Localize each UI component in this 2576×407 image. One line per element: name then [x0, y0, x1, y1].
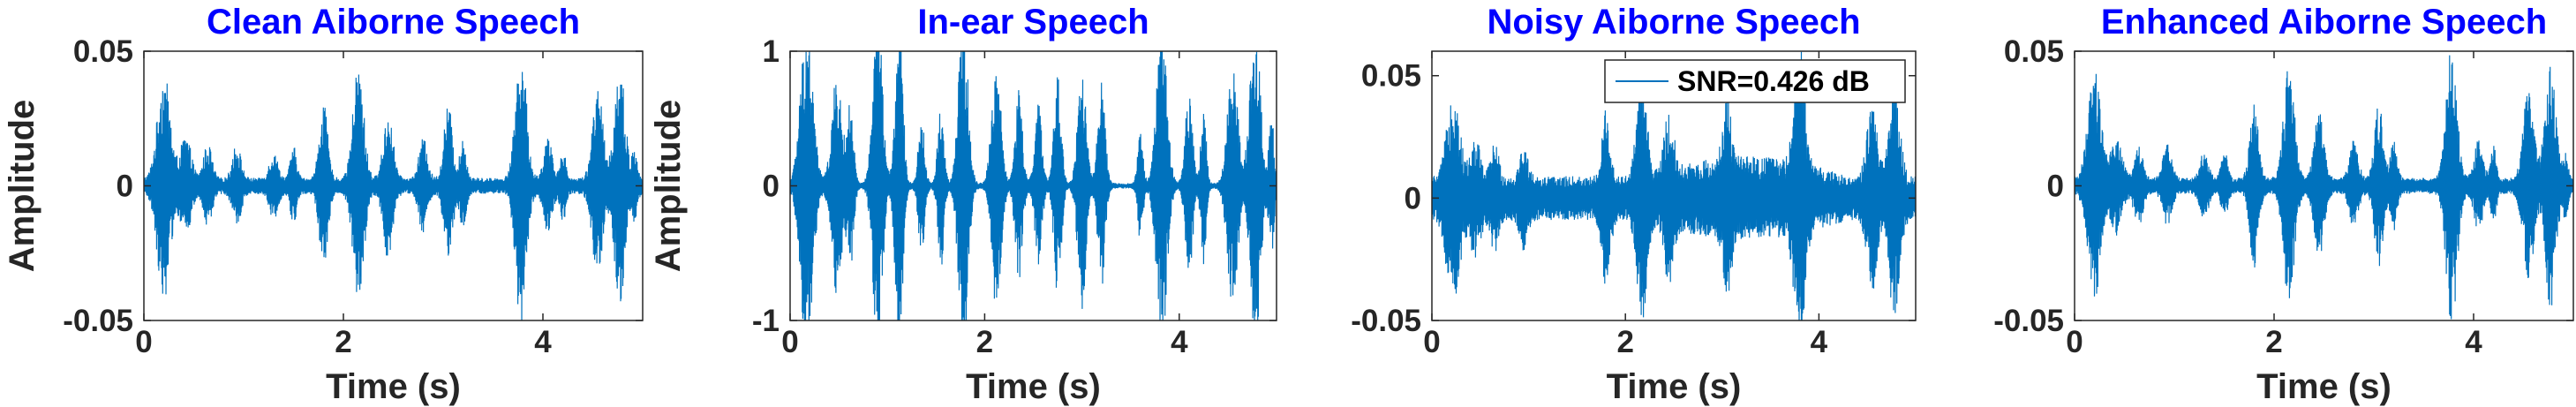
y-tick-label: 0 [763, 170, 780, 204]
y-tick-label: -0.05 [63, 304, 133, 338]
y-tick-label: 0.05 [1361, 59, 1421, 94]
x-tick-label: 4 [534, 325, 552, 359]
y-tick-label: 1 [763, 34, 780, 69]
waveform-series [1432, 51, 1916, 320]
x-tick-label: 0 [781, 325, 798, 359]
x-tick-label: 4 [1811, 325, 1828, 359]
x-tick-label: 4 [2465, 325, 2482, 359]
waveform-series [144, 72, 643, 320]
x-axis-label: Time (s) [966, 367, 1101, 406]
x-tick-label: 2 [976, 325, 993, 359]
panel-title: In-ear Speech [917, 3, 1149, 41]
panel-title: Enhanced Aiborne Speech [2101, 3, 2547, 41]
legend: SNR=0.426 dB [1604, 59, 1906, 103]
x-axis-label: Time (s) [326, 367, 461, 406]
x-tick-label: 2 [2265, 325, 2282, 359]
y-tick-label: -0.05 [1351, 304, 1421, 338]
legend-label: SNR=0.426 dB [1677, 65, 1870, 97]
x-tick-label: 2 [335, 325, 351, 359]
x-tick-label: 0 [135, 325, 152, 359]
panel-title: Clean Aiborne Speech [207, 3, 580, 41]
y-tick-label: 0.05 [73, 34, 133, 69]
waveform-series [790, 51, 1277, 320]
y-tick-label: 0 [117, 170, 133, 204]
y-tick-label: 0 [1405, 181, 1421, 215]
x-axis-label: Time (s) [2256, 367, 2391, 406]
x-axis-label: Time (s) [1607, 367, 1742, 406]
x-tick-label: 0 [2066, 325, 2083, 359]
y-tick-label: -1 [752, 304, 780, 338]
y-axis-label: Amplitude [649, 100, 688, 273]
y-axis-label: Amplitude [3, 100, 41, 273]
y-tick-label: 0 [2047, 170, 2064, 204]
y-tick-label: -0.05 [1993, 304, 2064, 338]
x-tick-label: 0 [1423, 325, 1440, 359]
y-tick-label: 0.05 [2004, 34, 2064, 69]
x-tick-label: 4 [1171, 325, 1188, 359]
plot-area: 0 2 4-101 [752, 34, 1277, 359]
panel-in-ear-speech: In-ear Speech 0 2 4-101 Time (s) Amplitude [649, 3, 1277, 406]
panel-title: Noisy Aiborne Speech [1487, 3, 1860, 41]
waveform-series [2075, 55, 2573, 320]
axes-box [1431, 50, 1917, 321]
x-tick-label: 2 [1616, 325, 1633, 359]
